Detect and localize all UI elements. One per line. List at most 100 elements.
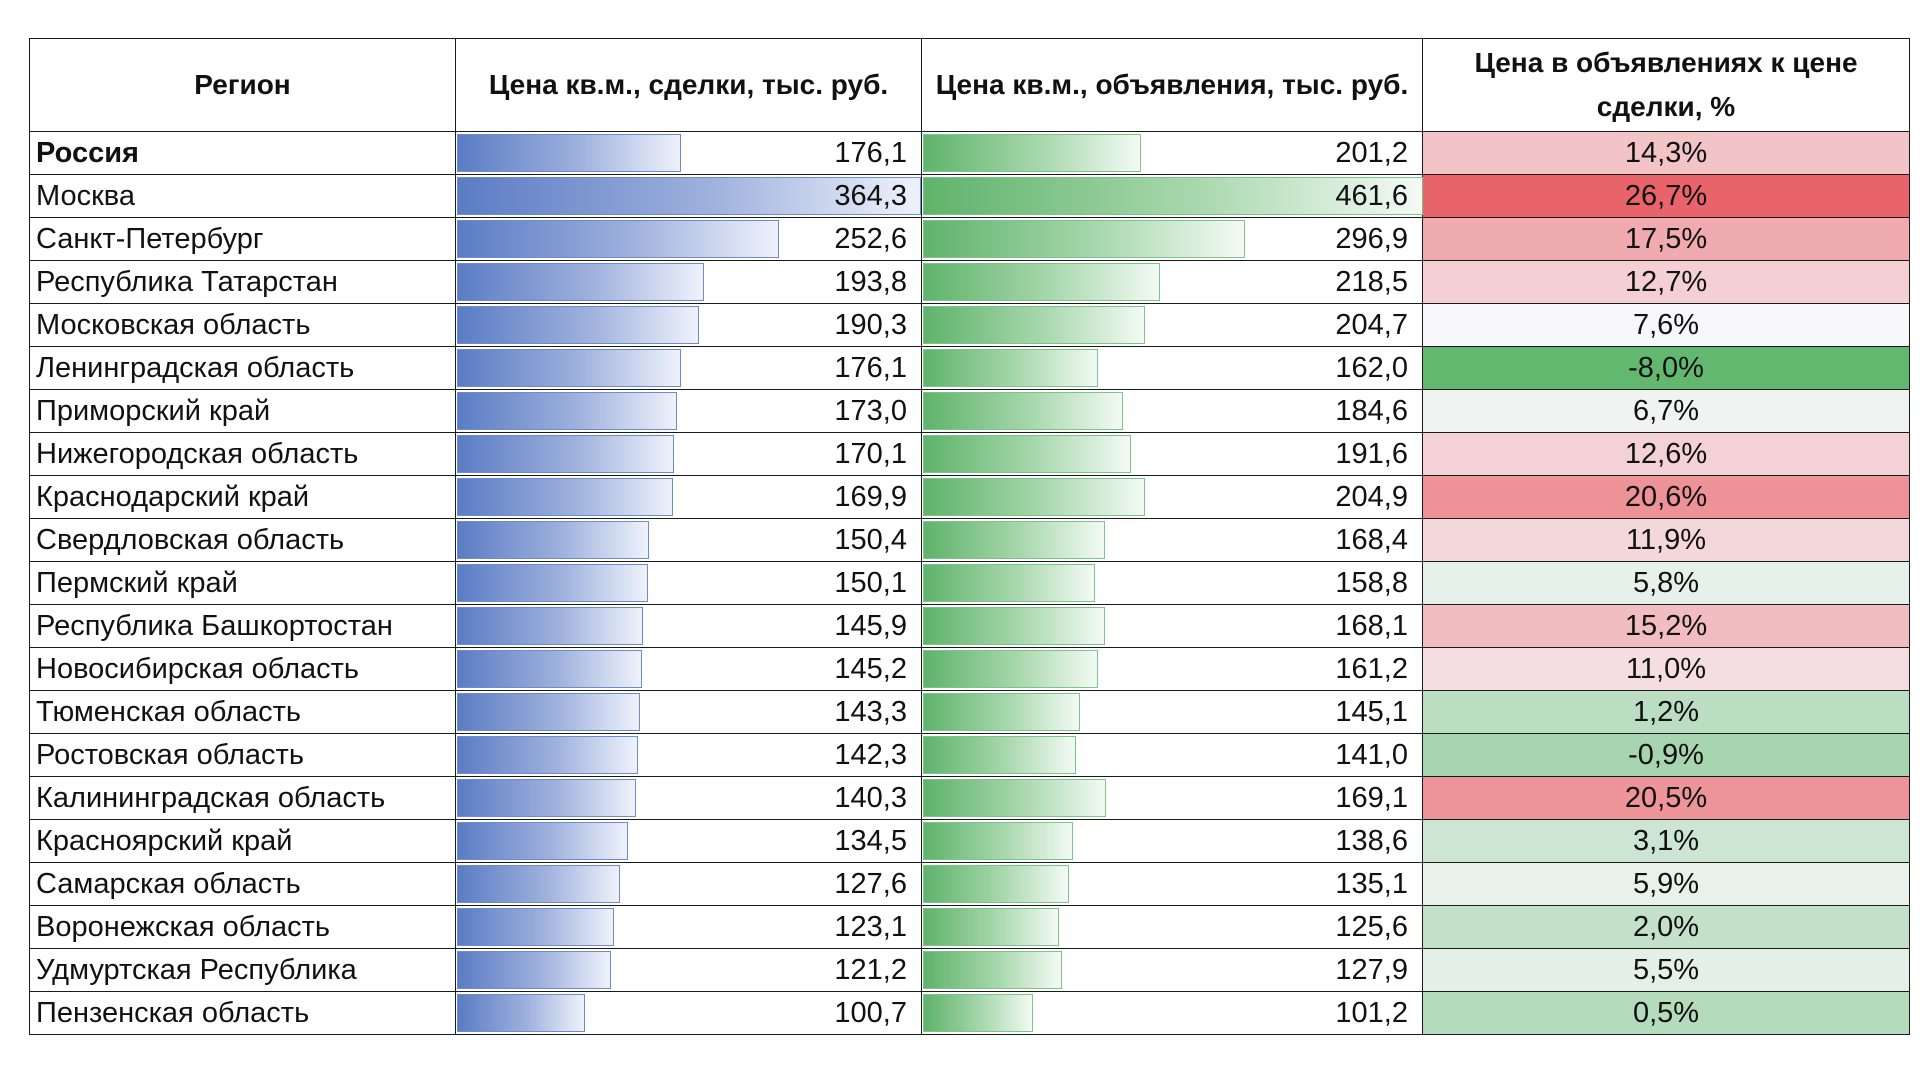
- table-row: Московская область 190,3 204,7 7,6%: [29, 303, 1910, 347]
- ad-price-value: 461,6: [1335, 179, 1408, 212]
- ad-price-value: 135,1: [1335, 867, 1408, 900]
- deal-price-cell: 364,3: [455, 174, 922, 218]
- ad-price-value: 138,6: [1335, 824, 1408, 857]
- region-cell: Калининградская область: [29, 776, 456, 820]
- ratio-cell: 3,1%: [1422, 819, 1910, 863]
- ratio-cell: 5,5%: [1422, 948, 1910, 992]
- table-row: Приморский край 173,0 184,6 6,7%: [29, 389, 1910, 433]
- ad-price-cell: 191,6: [921, 432, 1423, 476]
- region-cell: Республика Татарстан: [29, 260, 456, 304]
- deal-price-cell: 169,9: [455, 475, 922, 519]
- ad-price-value: 218,5: [1335, 265, 1408, 298]
- region-cell: Санкт-Петербург: [29, 217, 456, 261]
- region-cell: Новосибирская область: [29, 647, 456, 691]
- ratio-cell: 15,2%: [1422, 604, 1910, 648]
- deal-price-bar: [457, 607, 643, 645]
- ad-price-cell: 201,2: [921, 131, 1423, 175]
- ad-price-value: 184,6: [1335, 394, 1408, 427]
- deal-price-value: 123,1: [834, 910, 907, 943]
- deal-price-bar: [457, 177, 921, 215]
- deal-price-bar: [457, 564, 649, 602]
- ad-price-value: 204,9: [1335, 480, 1408, 513]
- region-cell: Самарская область: [29, 862, 456, 906]
- deal-price-value: 140,3: [834, 781, 907, 814]
- ratio-cell: 1,2%: [1422, 690, 1910, 734]
- table-row: Москва 364,3 461,6 26,7%: [29, 174, 1910, 218]
- deal-price-bar: [457, 392, 678, 430]
- ratio-cell: 2,0%: [1422, 905, 1910, 949]
- ad-price-cell: 101,2: [921, 991, 1423, 1035]
- table-row: Республика Башкортостан 145,9 168,1 15,2%: [29, 604, 1910, 648]
- ratio-cell: 0,5%: [1422, 991, 1910, 1035]
- ad-price-bar: [923, 693, 1081, 731]
- ratio-cell: 20,6%: [1422, 475, 1910, 519]
- deal-price-value: 176,1: [834, 351, 907, 384]
- table-row: Свердловская область 150,4 168,4 11,9%: [29, 518, 1910, 562]
- deal-price-bar: [457, 134, 682, 172]
- ad-price-bar: [923, 908, 1060, 946]
- ad-price-bar: [923, 177, 1423, 215]
- table-row: Ростовская область 142,3 141,0 -0,9%: [29, 733, 1910, 777]
- ratio-cell: 11,0%: [1422, 647, 1910, 691]
- table-row: Калининградская область 140,3 169,1 20,5%: [29, 776, 1910, 820]
- ad-price-value: 201,2: [1335, 136, 1408, 169]
- deal-price-cell: 190,3: [455, 303, 922, 347]
- region-cell: Пензенская область: [29, 991, 456, 1035]
- deal-price-value: 145,9: [834, 609, 907, 642]
- deal-price-bar: [457, 435, 674, 473]
- deal-price-cell: 170,1: [455, 432, 922, 476]
- region-cell: Нижегородская область: [29, 432, 456, 476]
- ratio-cell: -8,0%: [1422, 346, 1910, 390]
- ratio-cell: 7,6%: [1422, 303, 1910, 347]
- ratio-cell: 12,7%: [1422, 260, 1910, 304]
- deal-price-value: 145,2: [834, 652, 907, 685]
- deal-price-value: 143,3: [834, 695, 907, 728]
- ad-price-value: 145,1: [1335, 695, 1408, 728]
- price-table-container: Регион Цена кв.м., сделки, тыс. руб. Цен…: [29, 38, 1910, 1035]
- ad-price-cell: 168,1: [921, 604, 1423, 648]
- region-cell: Ростовская область: [29, 733, 456, 777]
- table-row: Краснодарский край 169,9 204,9 20,6%: [29, 475, 1910, 519]
- deal-price-value: 150,1: [834, 566, 907, 599]
- ad-price-cell: 135,1: [921, 862, 1423, 906]
- ad-price-bar: [923, 263, 1160, 301]
- deal-price-bar: [457, 908, 614, 946]
- ad-price-bar: [923, 392, 1123, 430]
- ad-price-bar: [923, 994, 1033, 1032]
- ad-price-bar: [923, 865, 1070, 903]
- region-cell: Республика Башкортостан: [29, 604, 456, 648]
- deal-price-bar: [457, 693, 640, 731]
- ad-price-cell: 127,9: [921, 948, 1423, 992]
- deal-price-value: 150,4: [834, 523, 907, 556]
- price-table: Регион Цена кв.м., сделки, тыс. руб. Цен…: [29, 38, 1910, 1035]
- region-cell: Московская область: [29, 303, 456, 347]
- ad-price-cell: 169,1: [921, 776, 1423, 820]
- deal-price-bar: [457, 822, 629, 860]
- header-deal-price: Цена кв.м., сделки, тыс. руб.: [455, 38, 922, 132]
- region-cell: Свердловская область: [29, 518, 456, 562]
- ratio-cell: 6,7%: [1422, 389, 1910, 433]
- region-cell: Пермский край: [29, 561, 456, 605]
- deal-price-cell: 252,6: [455, 217, 922, 261]
- ad-price-cell: 161,2: [921, 647, 1423, 691]
- deal-price-value: 169,9: [834, 480, 907, 513]
- ad-price-cell: 138,6: [921, 819, 1423, 863]
- ad-price-cell: 158,8: [921, 561, 1423, 605]
- ad-price-bar: [923, 736, 1076, 774]
- ad-price-bar: [923, 478, 1145, 516]
- ad-price-cell: 162,0: [921, 346, 1423, 390]
- deal-price-value: 176,1: [834, 136, 907, 169]
- table-row: Пензенская область 100,7 101,2 0,5%: [29, 991, 1910, 1035]
- deal-price-bar: [457, 478, 674, 516]
- deal-price-bar: [457, 736, 639, 774]
- deal-price-value: 142,3: [834, 738, 907, 771]
- header-row: Регион Цена кв.м., сделки, тыс. руб. Цен…: [29, 38, 1910, 132]
- ad-price-cell: 204,9: [921, 475, 1423, 519]
- deal-price-cell: 176,1: [455, 131, 922, 175]
- ad-price-value: 141,0: [1335, 738, 1408, 771]
- deal-price-cell: 176,1: [455, 346, 922, 390]
- table-row: Нижегородская область 170,1 191,6 12,6%: [29, 432, 1910, 476]
- ad-price-cell: 125,6: [921, 905, 1423, 949]
- ratio-cell: 20,5%: [1422, 776, 1910, 820]
- deal-price-bar: [457, 220, 779, 258]
